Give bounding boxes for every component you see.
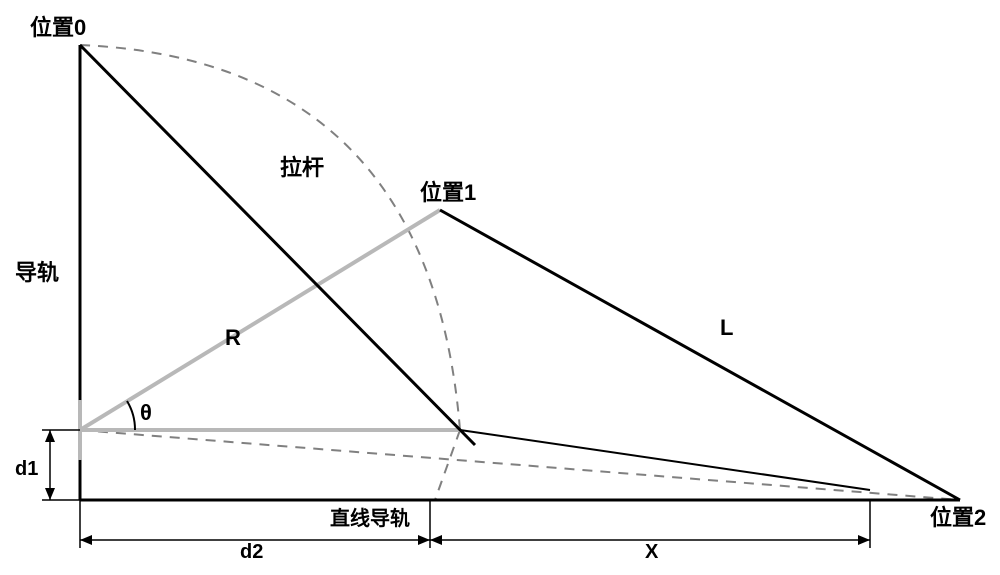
pull-rod-line [80,45,475,445]
upper-thin-to-pos2 [460,430,870,490]
label-pos1: 位置1 [420,180,476,205]
label-pull-rod: 拉杆 [280,155,324,180]
geometry-diagram: 位置0 位置1 位置2 拉杆 导轨 直线导轨 R L θ d1 d2 X [0,0,1000,575]
label-R: R [225,325,241,350]
label-pos2: 位置2 [930,505,986,530]
label-pos0: 位置0 [30,15,86,40]
grey-R-line [80,210,440,430]
dim-d1 [42,430,80,500]
label-L: L [720,315,733,340]
label-X: X [645,541,659,563]
theta-arc [127,401,135,430]
label-theta: θ [140,400,152,425]
L-line [440,210,960,500]
dashed-drop [435,430,460,500]
dashed-origin-to-pos2 [80,430,960,500]
label-d1: d1 [15,458,38,480]
label-linear-rail: 直线导轨 [330,506,410,530]
label-guide-rail: 导轨 [15,260,59,285]
label-d2: d2 [240,541,263,563]
